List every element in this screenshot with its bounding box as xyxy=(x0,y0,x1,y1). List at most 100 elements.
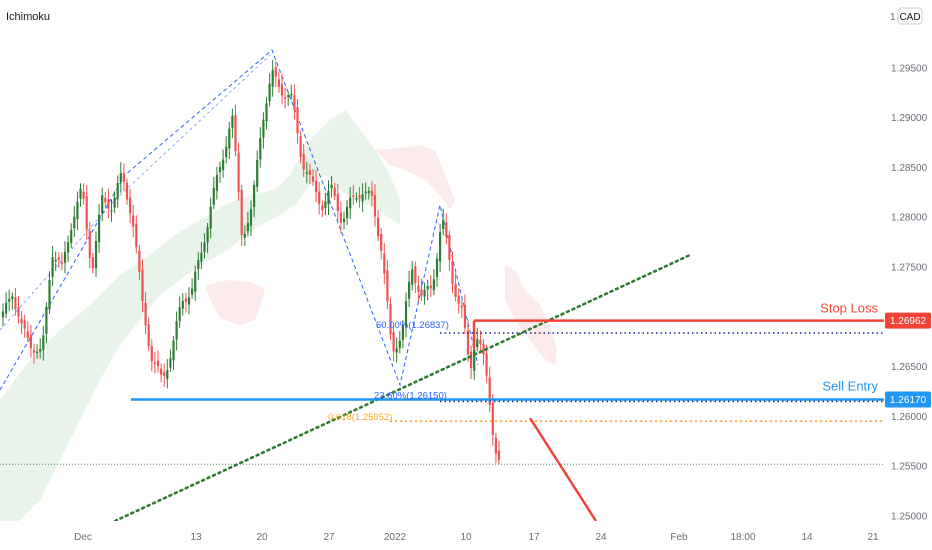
candle xyxy=(76,191,79,231)
candle xyxy=(194,265,197,301)
candle xyxy=(29,324,32,358)
candle xyxy=(308,163,311,184)
candle xyxy=(5,291,8,319)
candle-body xyxy=(274,67,277,77)
x-tick-label: 27 xyxy=(323,532,335,543)
candle-body xyxy=(212,187,215,205)
candle-body xyxy=(358,195,361,199)
candle xyxy=(197,252,200,281)
candle xyxy=(94,231,98,277)
candle xyxy=(293,84,296,120)
candle xyxy=(361,183,364,213)
candle-body xyxy=(215,174,218,191)
candle-body xyxy=(218,167,222,172)
sell-entry-price-tag[interactable] xyxy=(885,391,931,408)
candle-body xyxy=(107,199,110,209)
candle-body xyxy=(463,304,466,328)
candle xyxy=(160,363,163,383)
candle-body xyxy=(488,377,491,406)
candle-body xyxy=(11,296,14,300)
candle xyxy=(404,292,408,338)
candle-body xyxy=(231,115,234,128)
candle xyxy=(122,163,125,191)
candle xyxy=(420,278,423,302)
candle xyxy=(144,292,147,335)
candle xyxy=(346,200,349,225)
candle-body xyxy=(361,194,364,202)
candle-body xyxy=(234,115,237,152)
candle xyxy=(383,243,386,285)
candle xyxy=(209,197,212,239)
candle xyxy=(135,215,138,254)
candle xyxy=(435,253,439,287)
time-axis[interactable]: Dec 13 20 27 2022 10 17 24 Feb 18:00 14 21 xyxy=(0,521,884,550)
candle xyxy=(488,366,491,413)
stop-loss-price-tag[interactable] xyxy=(885,312,931,329)
candle xyxy=(442,208,445,236)
candle xyxy=(231,108,234,138)
candle-body xyxy=(26,331,29,338)
candle-body xyxy=(91,257,94,269)
candle xyxy=(411,261,414,291)
candle xyxy=(389,297,392,341)
candle xyxy=(460,299,463,319)
candle-body xyxy=(197,259,200,270)
fib-label: 50.00%(1.26837) xyxy=(376,320,449,331)
time-axis-bg xyxy=(0,521,884,550)
candle-body xyxy=(290,93,293,96)
candle xyxy=(156,350,160,373)
candle xyxy=(451,251,454,294)
currency-badge[interactable] xyxy=(897,7,923,25)
candle-body xyxy=(439,231,442,262)
price-tag-label: 1.26962 xyxy=(890,316,927,327)
candle-body xyxy=(305,172,308,174)
candle xyxy=(73,206,76,237)
candle-body xyxy=(268,83,271,102)
candle-body xyxy=(98,214,101,243)
candle-body xyxy=(67,242,70,252)
x-tick-label: 13 xyxy=(190,532,202,543)
candle-body xyxy=(17,307,20,317)
y-tick-label: 1.29000 xyxy=(891,113,928,124)
candle xyxy=(88,222,91,269)
candle xyxy=(42,325,45,361)
candle-body xyxy=(476,338,479,348)
candle-body xyxy=(336,193,339,212)
candle-body xyxy=(184,298,187,302)
candle xyxy=(305,161,308,184)
stop-loss-label: Stop Loss xyxy=(820,301,878,316)
candle xyxy=(63,241,67,274)
candle xyxy=(280,73,284,104)
price-axis[interactable]: 1.250001.255001.260001.265001.270001.275… xyxy=(884,0,932,550)
candle-body xyxy=(454,283,457,297)
candle xyxy=(17,296,20,324)
candle-body xyxy=(1,311,5,318)
candle xyxy=(240,184,243,247)
candle xyxy=(132,204,135,238)
candle xyxy=(172,335,175,370)
candle-body xyxy=(299,136,302,157)
candle-body xyxy=(389,303,392,335)
candle-body xyxy=(470,351,473,369)
candle-body xyxy=(355,198,358,200)
candle xyxy=(482,339,485,366)
candle-body xyxy=(129,197,132,214)
candle-body xyxy=(178,307,181,321)
candle-body xyxy=(491,402,494,435)
candle xyxy=(330,176,333,198)
candle-body xyxy=(324,201,327,208)
candle xyxy=(234,104,237,157)
candle xyxy=(367,186,370,200)
candle-body xyxy=(240,189,243,236)
candle xyxy=(169,349,172,372)
x-tick-label: 20 xyxy=(256,532,268,543)
candle xyxy=(181,293,184,316)
y-tick-label: 1.28000 xyxy=(891,213,928,224)
candle-body xyxy=(70,229,73,244)
candle-body xyxy=(330,184,333,189)
candle-body xyxy=(293,95,296,110)
candle xyxy=(426,279,429,301)
x-tick-label: 24 xyxy=(595,532,607,543)
candle-body xyxy=(352,195,355,197)
